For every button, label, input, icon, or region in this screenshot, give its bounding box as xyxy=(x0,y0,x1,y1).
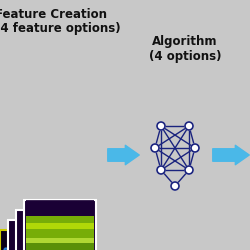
Bar xyxy=(0,242,74,250)
Circle shape xyxy=(18,248,22,250)
Bar xyxy=(26,238,94,243)
Bar xyxy=(26,243,94,250)
Bar xyxy=(8,220,80,250)
Circle shape xyxy=(191,144,199,152)
FancyArrowPatch shape xyxy=(108,145,139,165)
Circle shape xyxy=(157,166,165,174)
Circle shape xyxy=(46,248,50,250)
Text: (4 options): (4 options) xyxy=(149,50,221,63)
Circle shape xyxy=(171,182,179,190)
Bar xyxy=(26,224,94,229)
FancyArrowPatch shape xyxy=(213,145,249,165)
Circle shape xyxy=(157,122,165,130)
Circle shape xyxy=(32,248,36,250)
Text: Feature Creation: Feature Creation xyxy=(0,8,107,21)
Bar xyxy=(24,200,96,250)
Circle shape xyxy=(4,248,8,250)
Circle shape xyxy=(185,122,193,130)
Text: Algorithm: Algorithm xyxy=(152,35,218,48)
Text: (4 feature options): (4 feature options) xyxy=(0,22,120,35)
Bar xyxy=(0,230,72,250)
Bar xyxy=(16,210,88,250)
Bar xyxy=(26,216,94,224)
Circle shape xyxy=(151,144,159,152)
Circle shape xyxy=(185,166,193,174)
Bar xyxy=(26,200,94,216)
Bar xyxy=(26,229,94,238)
